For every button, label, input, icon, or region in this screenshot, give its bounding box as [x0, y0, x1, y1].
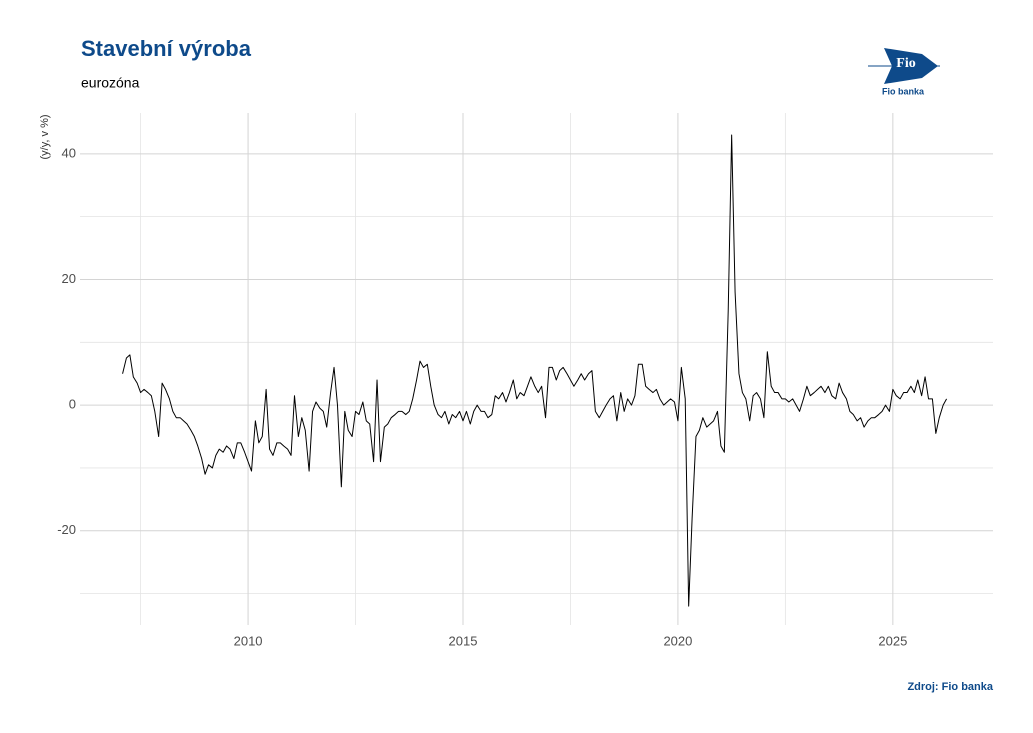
x-tick-label: 2015 [449, 633, 478, 648]
y-tick-label: -20 [57, 522, 76, 537]
data-line [122, 134, 948, 607]
logo-text: Fio [896, 56, 915, 71]
chart-title: Stavební výroba [81, 36, 252, 61]
x-tick-label: 2025 [878, 633, 907, 648]
y-axis-label: (y/y, v %) [39, 114, 51, 159]
y-tick-label: 0 [69, 397, 76, 412]
chart-subtitle: eurozóna [81, 75, 140, 91]
y-tick-label: 40 [62, 145, 76, 160]
source-note: Zdroj: Fio banka [907, 681, 993, 693]
y-tick-label: 20 [62, 271, 76, 286]
logo-flag [884, 48, 938, 84]
logo: Fio Fio banka [868, 48, 940, 96]
x-tick-label: 2010 [234, 633, 263, 648]
x-tick-label: 2020 [663, 633, 692, 648]
logo-caption: Fio banka [882, 86, 925, 96]
